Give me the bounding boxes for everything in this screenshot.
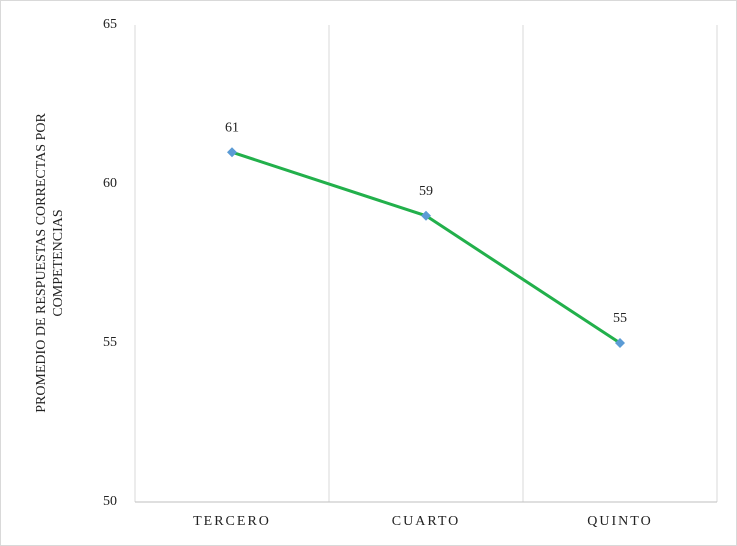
y-tick-label: 55 bbox=[103, 335, 117, 350]
data-point bbox=[227, 147, 237, 158]
y-tick-label: 50 bbox=[103, 494, 117, 509]
x-tick-label: CUARTO bbox=[392, 514, 460, 529]
x-tick-label: QUINTO bbox=[587, 514, 652, 529]
y-tick-label: 60 bbox=[103, 176, 117, 191]
y-axis-title-line: COMPETENCIAS bbox=[51, 209, 66, 316]
data-point bbox=[615, 338, 625, 348]
data-label: 61 bbox=[225, 120, 239, 135]
y-axis-title: PROMEDIO DE RESPUESTAS CORRECTAS POR COM… bbox=[34, 113, 66, 413]
data-point bbox=[421, 210, 431, 221]
x-tick-label: TERCERO bbox=[193, 514, 271, 529]
y-tick-label: 65 bbox=[103, 17, 117, 32]
data-label: 59 bbox=[419, 184, 433, 199]
data-label: 55 bbox=[613, 311, 627, 326]
y-axis-title-line: PROMEDIO DE RESPUESTAS CORRECTAS POR bbox=[34, 113, 49, 413]
